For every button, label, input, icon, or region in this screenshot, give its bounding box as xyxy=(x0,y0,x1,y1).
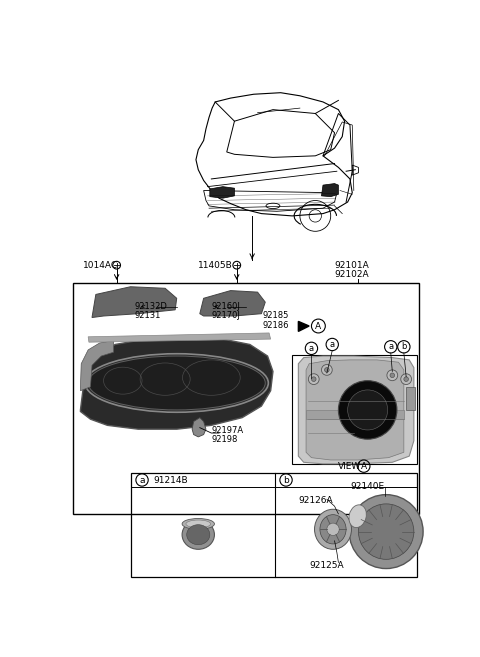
Text: VIEW: VIEW xyxy=(338,462,361,470)
Circle shape xyxy=(359,504,414,559)
Circle shape xyxy=(324,367,329,373)
Polygon shape xyxy=(306,360,404,460)
Ellipse shape xyxy=(187,525,210,545)
Bar xyxy=(131,473,417,577)
Bar xyxy=(292,355,417,464)
Text: 92101A: 92101A xyxy=(335,261,369,269)
Polygon shape xyxy=(299,356,414,464)
Ellipse shape xyxy=(88,356,265,410)
Text: b: b xyxy=(283,476,289,484)
Circle shape xyxy=(390,373,395,378)
Circle shape xyxy=(308,374,319,384)
Text: 92131: 92131 xyxy=(134,311,161,321)
Text: 92170J: 92170J xyxy=(211,311,240,321)
Text: a: a xyxy=(309,344,314,353)
Circle shape xyxy=(387,370,398,380)
Bar xyxy=(73,283,419,514)
Circle shape xyxy=(322,365,332,375)
Text: b: b xyxy=(401,342,407,351)
Ellipse shape xyxy=(314,509,351,549)
Text: 92197A: 92197A xyxy=(211,426,243,435)
Text: 92160J: 92160J xyxy=(211,302,240,311)
Circle shape xyxy=(348,390,388,430)
Text: A: A xyxy=(361,462,367,470)
Text: 92126A: 92126A xyxy=(299,496,333,505)
Circle shape xyxy=(327,523,339,535)
Polygon shape xyxy=(192,418,206,437)
Text: a: a xyxy=(330,340,335,349)
Text: 92198: 92198 xyxy=(211,436,238,445)
Circle shape xyxy=(349,495,423,568)
Text: A: A xyxy=(315,321,322,330)
Bar xyxy=(406,387,415,410)
Text: 92140E: 92140E xyxy=(350,482,384,491)
Ellipse shape xyxy=(320,514,346,544)
Text: 1014AC: 1014AC xyxy=(83,261,118,269)
Ellipse shape xyxy=(182,518,215,530)
Circle shape xyxy=(401,374,411,384)
Text: 11405B: 11405B xyxy=(198,261,233,269)
Text: 92132D: 92132D xyxy=(134,302,167,311)
Ellipse shape xyxy=(349,505,366,528)
Polygon shape xyxy=(210,187,234,198)
Polygon shape xyxy=(322,183,338,196)
Polygon shape xyxy=(299,321,309,331)
Circle shape xyxy=(312,377,316,382)
Circle shape xyxy=(338,380,397,439)
Text: 92102A: 92102A xyxy=(335,270,369,279)
Text: a: a xyxy=(139,476,145,484)
Ellipse shape xyxy=(186,520,211,528)
Polygon shape xyxy=(81,340,114,391)
Text: a: a xyxy=(388,342,393,351)
Bar xyxy=(306,410,404,419)
Circle shape xyxy=(404,377,408,382)
Text: 92186: 92186 xyxy=(263,321,289,330)
Polygon shape xyxy=(88,333,271,342)
Polygon shape xyxy=(200,290,265,316)
Text: 92125A: 92125A xyxy=(310,561,344,570)
Text: 92185: 92185 xyxy=(263,311,289,321)
Text: 91214B: 91214B xyxy=(154,476,188,484)
Polygon shape xyxy=(92,286,177,317)
Ellipse shape xyxy=(182,520,215,549)
Polygon shape xyxy=(81,337,273,429)
